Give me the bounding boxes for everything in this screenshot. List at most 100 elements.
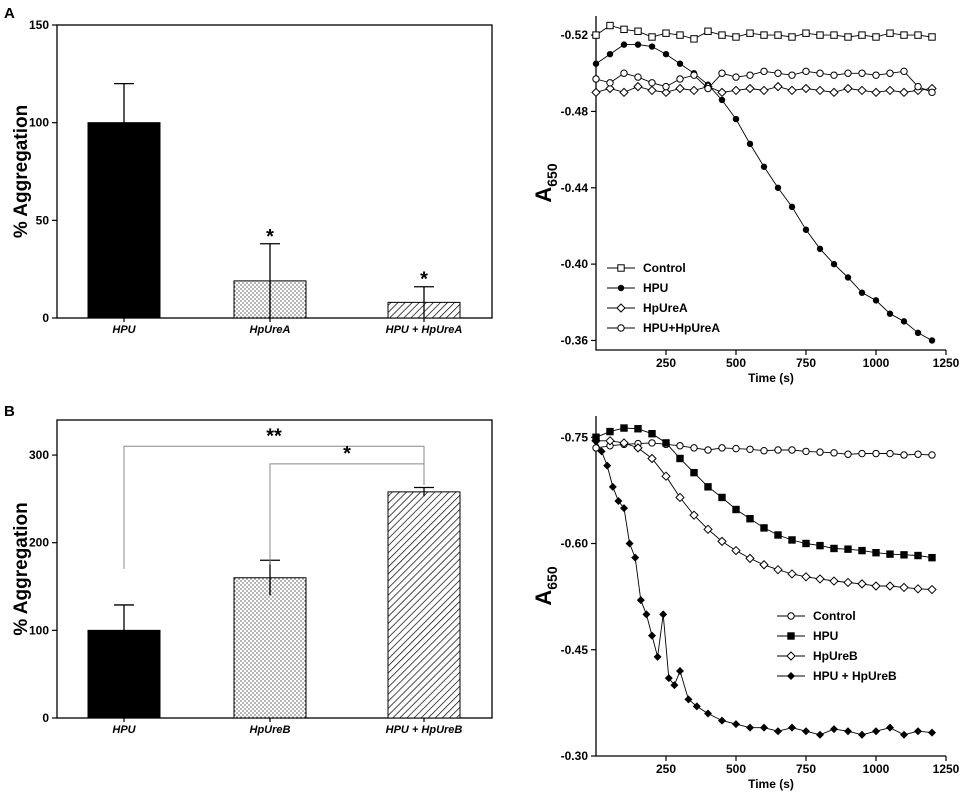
legend-marker-hpu-hpurea <box>617 324 625 332</box>
data-point-hpu-hpureb <box>746 723 754 732</box>
data-point-hpurea <box>745 83 755 94</box>
data-point-hpureb <box>703 524 713 535</box>
data-point-hpu-hpureb <box>684 695 693 704</box>
data-point-hpurea <box>857 85 867 96</box>
data-point-hpu-hpureb <box>692 702 701 711</box>
data-point-hpureb <box>605 436 615 446</box>
data-point-hpu-hpurea <box>690 71 698 79</box>
data-point-hpu-hpurea <box>620 69 628 77</box>
data-point-hpu-hpurea <box>634 73 642 81</box>
data-point-control <box>676 442 684 450</box>
data-point-hpu <box>718 96 726 104</box>
data-point-hpureb <box>815 574 825 584</box>
data-point-hpu-hpureb <box>760 723 768 732</box>
x-tick-label: 1000 <box>863 356 890 370</box>
data-point-control <box>788 33 796 41</box>
data-point-hpu-hpurea <box>648 79 656 87</box>
legend-marker-hpureb <box>786 651 796 661</box>
data-point-control <box>718 444 726 452</box>
data-point-control <box>606 21 614 30</box>
y-axis-label: A650 <box>531 566 560 605</box>
data-point-hpu <box>760 163 768 170</box>
data-point-hpu-hpurea <box>914 82 922 91</box>
data-point-hpu-hpureb <box>659 610 668 619</box>
data-point-hpu <box>606 427 614 436</box>
data-point-hpu-hpurea <box>606 79 614 87</box>
data-point-hpureb <box>717 536 727 547</box>
data-point-hpu <box>858 289 866 296</box>
data-point-control <box>662 29 670 37</box>
data-point-control <box>648 439 656 447</box>
data-point-control <box>760 447 768 455</box>
data-point-control <box>816 448 824 456</box>
data-point-hpu <box>606 50 614 58</box>
data-point-hpu-hpurea <box>788 71 796 79</box>
data-point-hpu-hpureb <box>636 596 645 605</box>
data-point-control <box>802 447 810 456</box>
data-point-hpureb <box>857 579 867 589</box>
data-point-hpurea <box>619 87 629 98</box>
data-point-hpu <box>914 551 922 560</box>
y-tick-label: -0.75 <box>561 430 589 444</box>
y-axis-label-main: A <box>531 187 556 203</box>
data-point-hpu <box>746 515 754 523</box>
data-point-hpu-hpurea <box>760 67 768 76</box>
significance-bracket <box>269 463 425 565</box>
data-point-hpureb <box>633 443 643 453</box>
data-point-hpu <box>858 546 866 555</box>
data-point-control <box>732 33 740 41</box>
legend-label: HpUreA <box>643 301 688 315</box>
category-label: HPU <box>112 324 136 336</box>
data-point-hpu <box>732 505 740 514</box>
data-point-control <box>886 29 894 37</box>
x-tick-label: 250 <box>656 356 676 370</box>
data-point-hpu-hpurea <box>928 88 936 97</box>
data-point-hpu-hpureb <box>774 727 782 736</box>
data-point-hpu <box>662 439 670 447</box>
data-point-hpu <box>816 541 824 550</box>
legend-label: HPU + HpUreB <box>813 669 897 683</box>
data-point-hpureb <box>647 453 657 464</box>
data-point-hpurea <box>675 83 685 94</box>
data-point-control <box>648 33 656 41</box>
data-point-hpu <box>620 424 628 432</box>
data-point-control <box>816 31 824 39</box>
data-point-hpurea <box>605 83 615 94</box>
data-point-hpu-hpurea <box>858 69 866 77</box>
data-point-hpurea <box>633 81 643 92</box>
x-axis-label: Time (s) <box>748 371 794 385</box>
significance-mark: * <box>420 269 428 291</box>
data-point-hpureb <box>913 584 923 594</box>
data-point-control <box>746 445 754 453</box>
data-point-hpu-hpurea <box>900 67 908 76</box>
data-point-hpurea <box>885 85 895 96</box>
data-point-hpu-hpureb <box>625 539 634 548</box>
significance-mark: ** <box>266 425 282 447</box>
data-point-control <box>914 450 922 458</box>
data-point-hpurea <box>871 87 881 98</box>
y-axis-label: % Aggregation <box>11 502 32 635</box>
data-point-hpu <box>802 226 810 233</box>
y-tick-label: 0 <box>42 711 49 725</box>
data-point-hpureb <box>675 492 685 503</box>
data-point-hpu <box>774 531 782 539</box>
data-point-hpu <box>746 140 754 148</box>
data-point-hpureb <box>619 438 629 448</box>
data-point-hpu-hpurea <box>592 75 600 83</box>
y-tick-label: -0.40 <box>561 257 589 271</box>
data-point-hpu-hpureb <box>653 652 662 661</box>
data-point-hpu <box>900 551 908 559</box>
legend-marker-hpu <box>787 632 795 640</box>
data-point-hpurea <box>731 85 741 96</box>
data-point-control <box>718 31 726 39</box>
data-point-hpu <box>900 318 908 325</box>
data-point-hpu <box>774 184 782 191</box>
data-point-hpu <box>928 553 936 562</box>
data-point-hpu-hpurea <box>886 69 894 77</box>
data-point-hpu <box>732 115 740 123</box>
legend-marker-control <box>787 612 795 620</box>
data-point-control <box>704 446 712 454</box>
data-point-hpurea <box>759 85 769 96</box>
data-point-hpu <box>830 260 838 268</box>
data-point-hpu-hpureb <box>676 667 684 675</box>
